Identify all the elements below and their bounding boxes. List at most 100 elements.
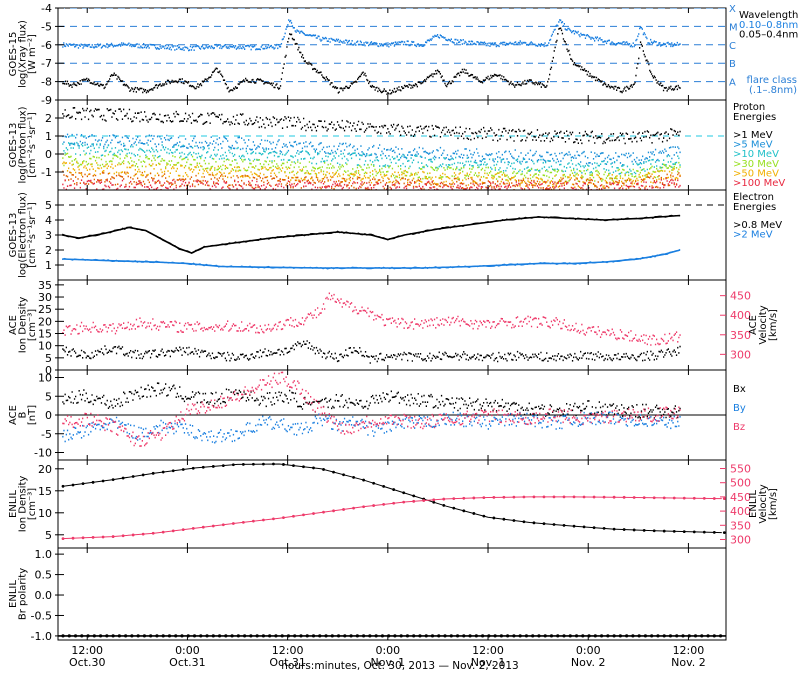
- series-marker: [652, 496, 656, 500]
- series-marker: [282, 516, 285, 520]
- series-2: [61, 248, 681, 270]
- series-marker: [352, 506, 355, 510]
- series-marker: [141, 473, 145, 477]
- series-2: [62, 411, 681, 444]
- series-marker: [692, 530, 696, 534]
- series-marker: [593, 634, 597, 638]
- y-tick-label: 20: [38, 463, 52, 476]
- series-marker: [312, 466, 315, 470]
- y-label-line: GOES-13: [8, 213, 19, 258]
- series-marker: [293, 634, 297, 638]
- series-marker: [702, 496, 706, 500]
- series-marker: [662, 496, 666, 500]
- y-tick-label: -10: [34, 447, 52, 460]
- series-marker: [599, 634, 604, 638]
- series-marker: [618, 634, 622, 638]
- y-tick-label-right: 400: [730, 309, 751, 322]
- y-tick-label: 5: [45, 529, 52, 542]
- series-1: [58, 634, 726, 638]
- series-marker: [111, 535, 115, 538]
- series-marker: [506, 634, 510, 638]
- series-points: [62, 371, 681, 447]
- series-marker: [221, 523, 225, 527]
- series-marker: [682, 530, 686, 534]
- series-marker: [662, 529, 666, 533]
- series-marker: [531, 634, 535, 638]
- legend-entry: Bx: [733, 384, 746, 395]
- series-marker: [61, 484, 65, 488]
- series-marker: [393, 634, 397, 638]
- y-label-line: log(Electron flux): [18, 192, 29, 278]
- series-marker: [111, 634, 115, 638]
- series-marker: [161, 634, 165, 638]
- series-marker: [631, 634, 635, 638]
- series-marker: [362, 505, 366, 509]
- series-marker: [224, 634, 228, 638]
- y-tick-label: -7: [41, 57, 52, 70]
- series-marker: [149, 634, 153, 638]
- series-marker: [380, 634, 384, 638]
- series-marker: [136, 634, 140, 638]
- series-marker: [302, 465, 305, 469]
- series-marker: [372, 481, 376, 485]
- series-marker: [322, 510, 325, 514]
- y-label-line: ENLIL: [8, 490, 19, 518]
- series-marker: [249, 634, 253, 638]
- series-marker: [412, 499, 416, 503]
- series-marker: [192, 634, 197, 638]
- series-marker: [91, 536, 95, 539]
- series-marker: [124, 634, 128, 638]
- series-marker: [700, 634, 704, 638]
- series-marker: [562, 634, 566, 638]
- series-marker: [722, 531, 726, 534]
- series-marker: [392, 488, 396, 491]
- series-marker: [482, 514, 486, 518]
- series-marker: [131, 533, 135, 537]
- series-marker: [472, 512, 476, 515]
- flare-class-label: M: [729, 22, 738, 33]
- series-marker: [480, 634, 485, 638]
- y-tick-label: 1.0: [35, 548, 53, 561]
- legend-entry: >0.8 MeV: [733, 220, 782, 231]
- series-marker: [462, 496, 466, 500]
- y-tick-label: 5: [45, 352, 52, 365]
- series-marker: [632, 528, 636, 532]
- panel-data: [58, 8, 726, 95]
- series-marker: [562, 495, 566, 499]
- series-marker: [652, 529, 656, 533]
- series-marker: [474, 634, 478, 638]
- series-marker: [581, 634, 585, 638]
- x-axis-title: hours:minutes, Oct. 30, 2013 — Nov. 2, 2…: [281, 660, 518, 672]
- series-marker: [181, 528, 185, 532]
- series-3: [62, 141, 681, 175]
- series-marker: [171, 469, 175, 473]
- y-tick-label-right: 350: [730, 519, 751, 532]
- time-axis: hours:minutes, Oct. 30, 2013 — Nov. 2, 2…: [69, 644, 706, 672]
- y-tick-label: -6: [41, 39, 52, 52]
- series-marker: [312, 512, 315, 515]
- series-marker: [702, 530, 706, 534]
- legend-title: Wavelength: [739, 10, 798, 21]
- panel-data: [61, 462, 726, 540]
- panel-data: [58, 107, 726, 190]
- x-ticks: [86, 280, 689, 370]
- x-tick-date: Nov. 2: [671, 656, 706, 669]
- legend-entry: >30 MeV: [733, 159, 779, 170]
- series-marker: [362, 478, 366, 482]
- series-marker: [582, 525, 586, 529]
- flare-class-caption: (.1–.8nm): [749, 85, 797, 96]
- series-marker: [512, 519, 516, 522]
- series-marker: [349, 634, 353, 638]
- series-marker: [217, 634, 222, 638]
- y-tick-label: 2: [45, 112, 52, 125]
- series-marker: [336, 634, 341, 638]
- series-marker: [121, 534, 125, 538]
- series-marker: [80, 634, 84, 638]
- legend-title: Electron: [733, 192, 774, 203]
